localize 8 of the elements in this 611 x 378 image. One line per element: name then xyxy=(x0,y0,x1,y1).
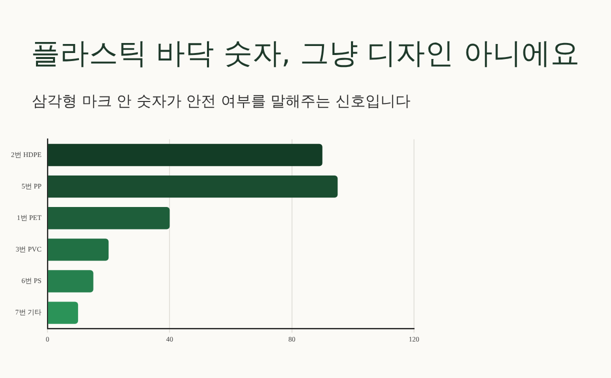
bar xyxy=(48,175,338,198)
bar xyxy=(48,270,94,292)
bar xyxy=(48,302,78,324)
chart-title: 플라스틱 바닥 숫자, 그냥 디자인 아니에요 xyxy=(31,35,580,72)
bar xyxy=(48,207,170,230)
bar xyxy=(48,144,322,166)
chart-subtitle: 삼각형 마크 안 숫자가 안전 여부를 말해주는 신호입니다 xyxy=(32,92,410,111)
bar xyxy=(48,238,109,261)
